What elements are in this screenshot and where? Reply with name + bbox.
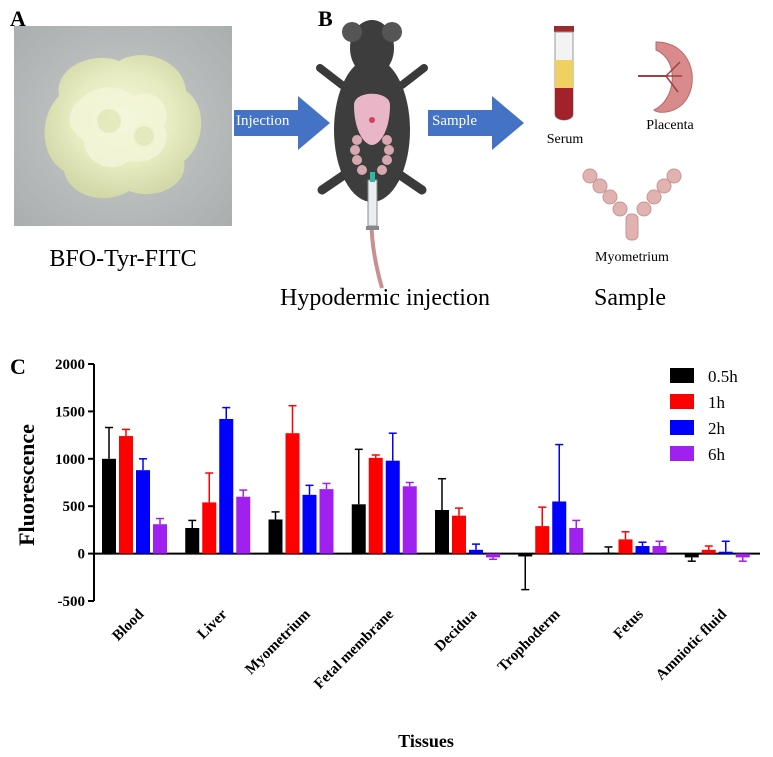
legend-label: 1h	[708, 393, 726, 412]
bar	[102, 458, 116, 554]
bar	[268, 519, 283, 554]
bar	[469, 549, 483, 554]
x-tick-label: Liver	[195, 606, 231, 642]
sample-arrow-label: Sample	[432, 113, 477, 129]
y-tick-label: 0	[78, 547, 86, 563]
bar	[202, 502, 217, 554]
placenta-icon	[636, 40, 700, 114]
injection-arrow-label: Injection	[236, 113, 290, 129]
y-axis-label: Fluorescence	[14, 424, 39, 546]
bar	[153, 524, 167, 554]
bar	[535, 526, 550, 554]
bar	[185, 528, 200, 554]
x-tick-label: Myometrium	[242, 606, 314, 678]
legend-swatch	[670, 420, 694, 435]
bar	[435, 509, 449, 554]
y-tick-label: -500	[58, 594, 86, 610]
placenta-label: Placenta	[646, 118, 694, 133]
legend-label: 0.5h	[708, 367, 738, 386]
y-tick-label: 2000	[55, 357, 85, 373]
bar	[486, 553, 500, 558]
x-tick-label: Fetus	[611, 606, 647, 642]
legend-label: 2h	[708, 419, 726, 438]
legend-swatch	[670, 394, 694, 409]
bar	[351, 504, 366, 554]
y-tick-label: 1500	[55, 404, 85, 420]
sample-caption: BFO-Tyr-FITC	[49, 246, 197, 272]
legend-swatch	[670, 368, 694, 383]
bar	[219, 418, 234, 554]
injection-arrow	[234, 96, 330, 150]
myometrium-icon	[580, 166, 684, 244]
serum-label: Serum	[546, 132, 584, 147]
bar	[618, 539, 633, 554]
y-tick-label: 500	[63, 499, 86, 515]
legend-label: 6h	[708, 445, 726, 464]
panel-letter-a: A	[10, 6, 26, 31]
bar	[569, 528, 584, 554]
sample-photo	[14, 26, 232, 226]
bar	[601, 552, 616, 555]
bar	[452, 515, 466, 554]
bar	[385, 460, 400, 554]
bar	[518, 553, 533, 557]
legend-swatch	[670, 446, 694, 461]
bar	[368, 457, 383, 554]
bar	[319, 489, 334, 554]
panel-letter-b: B	[318, 6, 333, 31]
sample-arrow	[428, 96, 524, 150]
x-axis-label: Tissues	[398, 731, 454, 751]
serum-tube-icon	[550, 26, 578, 126]
x-tick-label: Blood	[109, 606, 147, 644]
fluorescence-bar-chart: -500 0 500 1000 1500 2000 Blood Liver Myometrium…	[14, 357, 760, 751]
bar	[285, 433, 300, 554]
panel-letter-c: C	[10, 354, 26, 379]
bar	[735, 553, 750, 558]
bar	[718, 551, 733, 554]
bar	[684, 553, 699, 558]
x-tick-label: Trophoderm	[495, 606, 564, 675]
bar	[136, 470, 150, 554]
bar	[236, 496, 251, 554]
mouse-caption: Hypodermic injection	[280, 285, 490, 311]
bar	[402, 486, 417, 554]
bar	[635, 546, 650, 554]
bar	[552, 501, 567, 554]
bar	[119, 436, 133, 554]
y-tick-label: 1000	[55, 452, 85, 468]
bar	[302, 494, 317, 554]
x-tick-label: Decidua	[432, 606, 481, 655]
bar	[652, 546, 667, 554]
x-tick-label: Fetal membrane	[311, 606, 397, 692]
bar	[701, 549, 716, 554]
mouse-illustration	[312, 10, 432, 290]
sample-section-caption: Sample	[594, 285, 666, 311]
myometrium-label: Myometrium	[595, 250, 669, 265]
x-tick-label: Amniotic fluid	[653, 606, 730, 683]
